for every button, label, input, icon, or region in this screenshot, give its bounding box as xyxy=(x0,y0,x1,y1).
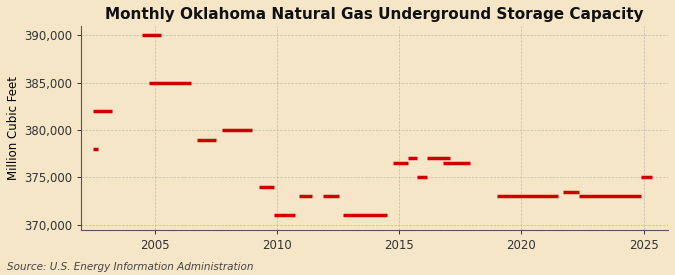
Y-axis label: Million Cubic Feet: Million Cubic Feet xyxy=(7,76,20,180)
Text: Source: U.S. Energy Information Administration: Source: U.S. Energy Information Administ… xyxy=(7,262,253,272)
Title: Monthly Oklahoma Natural Gas Underground Storage Capacity: Monthly Oklahoma Natural Gas Underground… xyxy=(105,7,644,22)
